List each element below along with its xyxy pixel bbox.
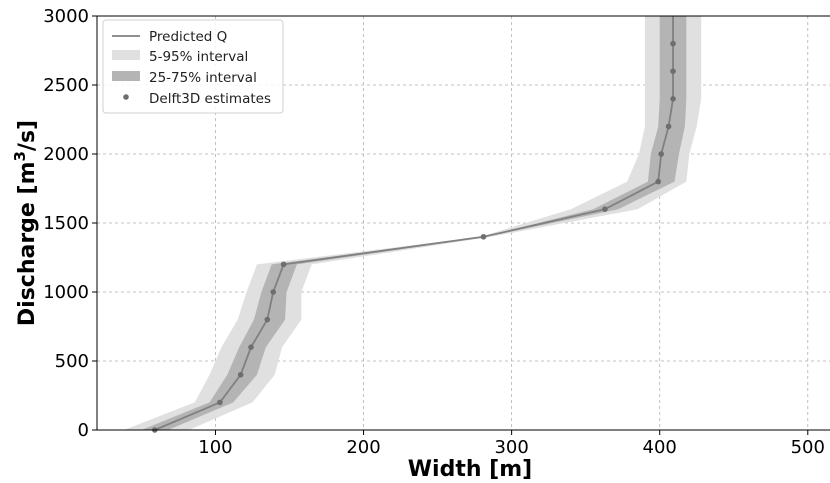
delft3d-point — [665, 123, 672, 130]
legend-point-swatch — [123, 94, 129, 100]
y-tick-label: 1500 — [43, 213, 89, 234]
x-tick-label: 100 — [198, 437, 232, 458]
x-axis-title: Width [m] — [408, 457, 532, 482]
y-axis-title-end: /s] — [15, 120, 40, 151]
legend-band-dark-swatch — [112, 71, 140, 81]
delft3d-point — [602, 206, 608, 212]
tick-labels: 100 200 300 400 500 0 500 1000 1500 2000 2500 3000 — [43, 6, 825, 458]
band-25-75-interval — [141, 16, 687, 430]
legend-label-predicted-q: Predicted Q — [149, 29, 227, 45]
legend-box — [102, 19, 284, 114]
delft3d-point — [270, 289, 277, 295]
y-tick-label: 2000 — [43, 144, 89, 165]
delft3d-point — [217, 399, 223, 406]
x-tick-label: 200 — [346, 437, 380, 458]
delft3d-point — [480, 234, 487, 240]
y-axis-title-main: Discharge [m — [15, 162, 40, 327]
delft3d-point — [237, 372, 244, 378]
predicted-q-line-group — [154, 16, 674, 431]
axes — [92, 15, 830, 435]
legend: Predicted Q 5-95% interval 25-75% interv… — [102, 19, 284, 114]
y-tick-label: 2500 — [43, 75, 89, 96]
y-tick-label: 3000 — [43, 6, 89, 27]
y-axis-title-sup: 3 — [11, 151, 29, 161]
delft3d-point — [280, 261, 287, 268]
delft3d-points — [151, 40, 676, 433]
legend-band-light-swatch — [112, 50, 140, 60]
delft3d-point — [658, 151, 664, 157]
y-axis-title: Discharge [m3/s] — [11, 120, 40, 326]
delft3d-point — [670, 68, 676, 74]
x-tick-label: 300 — [494, 437, 528, 458]
delft3d-point — [655, 178, 662, 185]
y-tick-label: 500 — [55, 351, 89, 372]
delft3d-point — [248, 344, 254, 351]
x-tick-label: 500 — [791, 437, 825, 458]
legend-label-25-75: 25-75% interval — [149, 70, 257, 86]
predicted-q-line — [154, 16, 674, 431]
delft3d-point — [670, 96, 676, 102]
delft3d-point — [264, 316, 271, 323]
legend-label-5-95: 5-95% interval — [149, 49, 248, 65]
x-tick-label: 400 — [643, 437, 677, 458]
y-tick-label: 0 — [78, 420, 89, 441]
delft3d-point — [670, 40, 676, 47]
y-tick-label: 1000 — [43, 282, 89, 303]
legend-label-delft3d: Delft3D estimates — [149, 91, 271, 107]
uncertainty-bands — [123, 16, 702, 430]
